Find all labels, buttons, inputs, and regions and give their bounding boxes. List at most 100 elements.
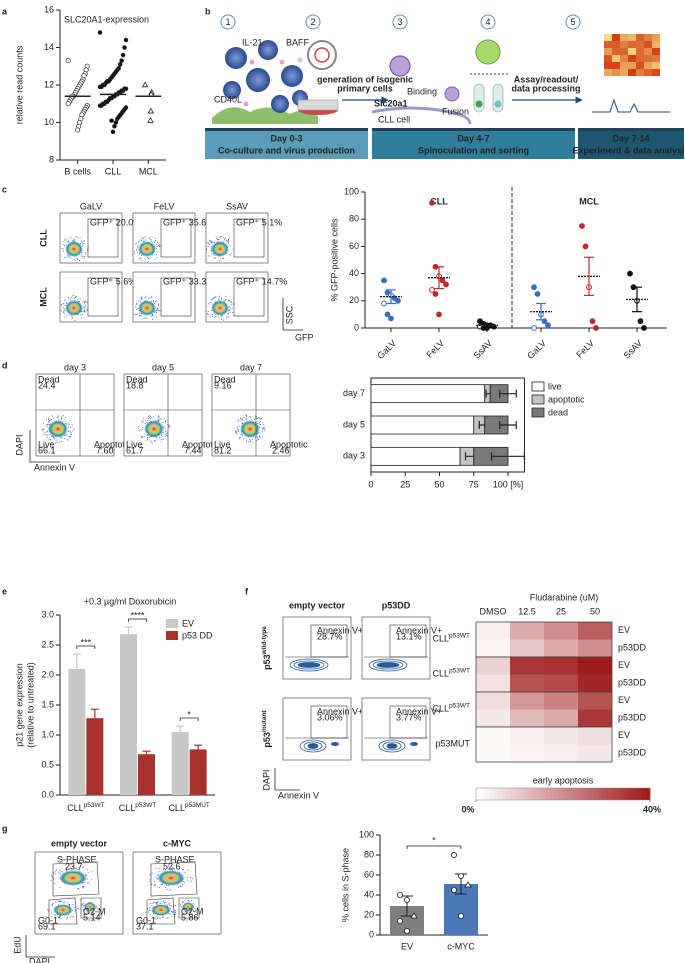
flow-event: [227, 242, 229, 244]
tube: [492, 83, 504, 113]
flow-event: [151, 236, 153, 238]
flow-event: [236, 428, 238, 430]
flow-density: [65, 241, 83, 257]
flow-event: [210, 242, 212, 244]
flow-event: [171, 916, 173, 918]
flow-event: [147, 911, 149, 913]
point: [396, 892, 403, 899]
flow-event: [259, 424, 261, 426]
flow-event: [263, 427, 265, 429]
flow-event: [133, 250, 135, 252]
flow-event: [219, 237, 221, 239]
gate-name: G2-M: [83, 906, 106, 916]
flow-event: [70, 257, 72, 259]
flow-event: [69, 904, 71, 906]
flow-event: [84, 256, 86, 258]
flow-event: [155, 301, 157, 303]
flow-event: [171, 905, 173, 907]
flow-contour: [331, 742, 339, 746]
flow-event: [193, 910, 195, 912]
gate-value: 23.7: [65, 861, 83, 871]
flow-event: [140, 429, 142, 431]
flow-event: [230, 301, 232, 303]
flow-event: [94, 912, 96, 914]
legend-label: dead: [548, 407, 568, 417]
flow-event: [63, 311, 65, 313]
point: [112, 123, 117, 129]
flow-row-label: p53mutant: [261, 710, 272, 748]
flow-event: [83, 310, 85, 312]
flow-event: [182, 901, 184, 903]
bar: [138, 754, 155, 795]
flow-event: [157, 245, 159, 247]
heatmap-cell: [544, 639, 578, 657]
legend-swatch: [166, 631, 178, 640]
flow-gate: [233, 277, 265, 317]
flow-event: [238, 429, 240, 431]
colorbar-step: [541, 788, 547, 800]
phase-bar-top: [372, 128, 575, 131]
flow-event: [208, 243, 210, 245]
point: [593, 325, 599, 331]
plasmid-inner: [314, 47, 330, 63]
flow-event: [259, 421, 261, 423]
heatmap-icon-cell: [652, 69, 660, 76]
flow-column-title: GaLV: [80, 201, 102, 211]
y-tick-label: 10: [44, 117, 54, 127]
legend-label: apoptotic: [548, 394, 585, 404]
flow-event: [215, 296, 217, 298]
flow-event: [135, 250, 137, 252]
flow-event: [68, 241, 70, 243]
heatmap-group-label-base: p53MUT: [435, 739, 470, 749]
flow-event: [246, 418, 248, 420]
y-tick-label: 16: [44, 4, 54, 14]
heatmap-icon-cell: [628, 41, 636, 48]
heatmap-cell: [476, 639, 510, 657]
bar-segment: [370, 384, 486, 404]
x-tick-label: GaLV: [375, 338, 398, 361]
flow-event: [61, 248, 63, 250]
flow-event: [243, 417, 245, 419]
flow-event: [149, 881, 151, 883]
step-number: 2: [310, 17, 315, 27]
heatmap-icon-cell: [612, 34, 620, 41]
flow-event: [161, 434, 163, 436]
flow-event: [250, 418, 252, 420]
step-circle: [565, 14, 581, 30]
point: [119, 58, 124, 63]
heatmap-group-frame: [475, 726, 613, 763]
heatmap-icon-cell: [612, 41, 620, 48]
flow-event: [59, 870, 61, 872]
flow-event: [151, 883, 153, 885]
flow-title: day 5: [152, 362, 174, 372]
flow-event: [96, 907, 98, 909]
flow-event: [169, 913, 171, 915]
flow-event: [70, 432, 72, 434]
flow-event: [135, 306, 137, 308]
flow-event: [140, 297, 142, 299]
flow-event: [83, 242, 85, 244]
heatmap-icon-cell: [628, 34, 636, 41]
y-tick-label: 80: [349, 214, 359, 224]
flow-event: [50, 880, 52, 882]
flow-event: [187, 879, 189, 881]
virus: [389, 55, 411, 77]
heatmap-cell: [510, 639, 544, 657]
flow-event: [164, 435, 166, 437]
flow-event: [148, 909, 150, 911]
point: [110, 129, 116, 135]
label-il21: IL-21: [242, 37, 263, 47]
flow-event: [149, 879, 151, 881]
heatmap-icon-cell: [604, 34, 612, 41]
flow-event: [222, 257, 224, 259]
flow-event: [190, 876, 192, 878]
flow-event: [68, 421, 70, 423]
flow-event: [80, 254, 82, 256]
point: [637, 318, 644, 325]
flow-event: [162, 421, 164, 423]
flow-event: [158, 870, 160, 872]
gate-name: S-PHASE: [155, 854, 195, 864]
legend-swatch: [166, 619, 178, 628]
gate-value: 7.60: [96, 445, 114, 455]
